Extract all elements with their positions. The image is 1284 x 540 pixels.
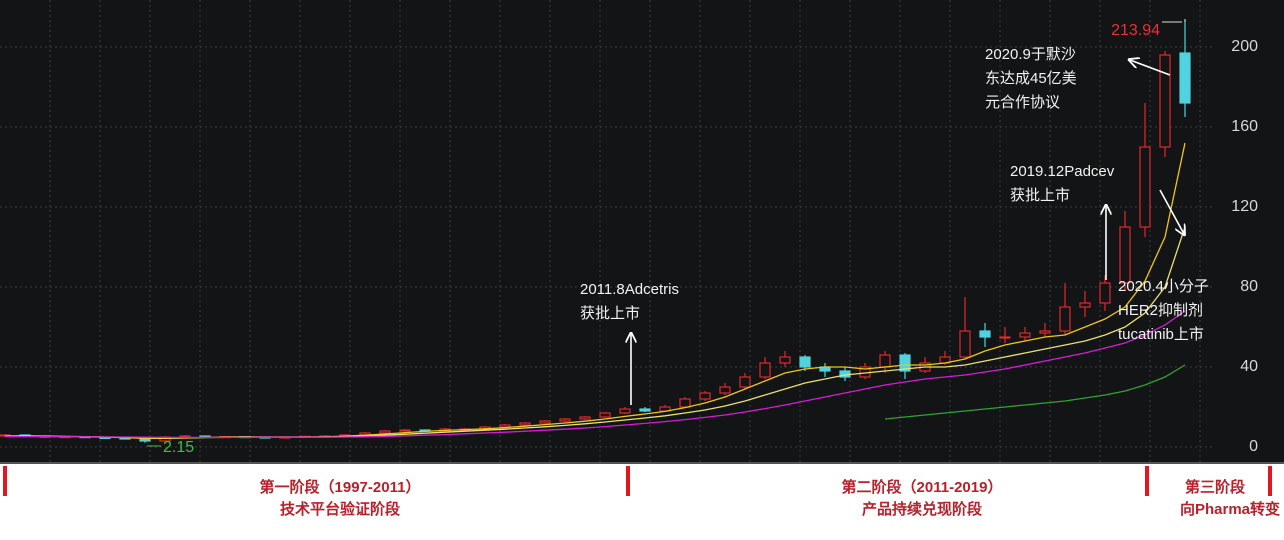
candle-body	[1099, 282, 1111, 304]
candle-body	[1039, 330, 1051, 334]
stage-marker	[1268, 466, 1272, 496]
candle-body	[599, 412, 611, 418]
candle-body	[999, 336, 1011, 339]
candle-body	[879, 354, 891, 368]
y-tick-label: 200	[1231, 38, 1258, 55]
y-tick-label: 120	[1231, 198, 1258, 215]
annotation-text: 2011.8Adcetris	[580, 281, 679, 298]
candle-body	[779, 356, 791, 364]
candle-body	[1179, 52, 1191, 104]
candle-body	[639, 408, 651, 412]
stage-band	[0, 462, 1284, 540]
y-tick-label: 40	[1240, 358, 1258, 375]
y-tick-label: 160	[1231, 118, 1258, 135]
stage-marker	[1145, 466, 1149, 496]
candle-body	[1019, 332, 1031, 338]
annotation-text: 2019.12Padcev	[1010, 163, 1115, 180]
high-label: 213.94	[1111, 22, 1160, 39]
annotation-text: 2020.4小分子	[1118, 278, 1209, 295]
annotation-arrow	[1130, 60, 1171, 76]
candle-body	[579, 416, 591, 420]
plot-background	[0, 0, 1284, 462]
annotation-text: 2020.9于默沙	[985, 46, 1076, 63]
annotation-text: HER2抑制剂	[1118, 302, 1203, 319]
candle-body	[979, 330, 991, 338]
candle-body	[1119, 226, 1131, 284]
candle-body	[559, 418, 571, 422]
candle-body	[1059, 306, 1071, 332]
annotation-text: 元合作协议	[985, 94, 1060, 111]
stage-title: 第一阶段（1997-2011）	[260, 478, 421, 496]
annotation-arrow	[1159, 189, 1184, 234]
candle-body	[959, 330, 971, 358]
annotation-text: 获批上市	[580, 305, 640, 322]
stage-subtitle: 产品持续兑现阶段	[862, 500, 982, 518]
stage-subtitle: 向Pharma转变	[1180, 500, 1280, 518]
candle-body	[399, 429, 411, 432]
candle-body	[899, 354, 911, 372]
plot: 0 40 80 120 160 200 213.94 2.15 2011.8Adcetris 获批…	[0, 0, 1258, 462]
candle-body	[699, 392, 711, 400]
candle-body	[1159, 54, 1171, 148]
low-label: 2.15	[163, 439, 194, 456]
stage-marker	[3, 466, 7, 496]
stage-subtitle: 技术平台验证阶段	[280, 500, 400, 518]
candle-body	[619, 408, 631, 414]
stage-markers	[3, 466, 1272, 496]
candle-body	[759, 362, 771, 378]
annotation-text: tucatinib上市	[1118, 326, 1204, 343]
candle-body	[519, 422, 531, 426]
candle-body	[719, 386, 731, 394]
annotation-text: 获批上市	[1010, 187, 1070, 204]
stage-marker	[626, 466, 630, 496]
y-tick-label: 80	[1240, 278, 1258, 295]
moving-average-line	[884, 364, 1186, 420]
candle-body	[539, 420, 551, 424]
candle-body	[739, 376, 751, 388]
candle-body	[379, 430, 391, 434]
candle-body	[679, 398, 691, 408]
annotation-text: 东达成45亿美	[985, 70, 1077, 87]
candle-body	[799, 356, 811, 368]
candle-body	[139, 438, 151, 442]
moving-average-line	[5, 310, 1186, 439]
y-tick-label: 0	[1249, 438, 1258, 455]
stage-title: 第三阶段	[1185, 478, 1245, 496]
stage-title: 第二阶段（2011-2019）	[842, 478, 1003, 496]
candle-body	[1139, 146, 1151, 228]
candle-body	[499, 424, 511, 428]
candle-body	[1079, 302, 1091, 308]
